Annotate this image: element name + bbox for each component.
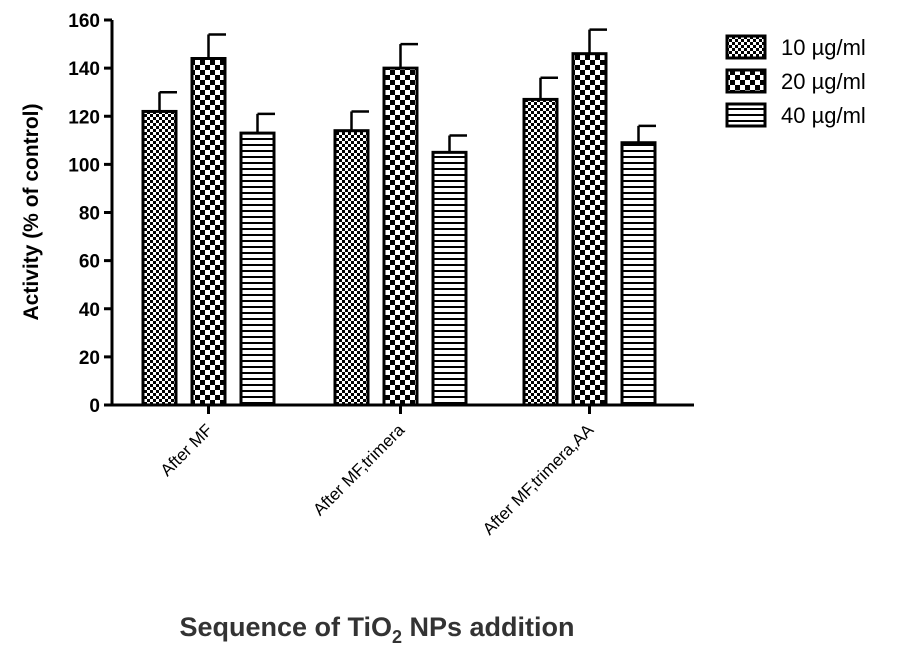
bar-3-1 bbox=[239, 131, 276, 407]
x-ticks: After MF After MF,trimera After MF,trimera… bbox=[157, 405, 598, 539]
x-axis-label-subscript: 2 bbox=[392, 627, 402, 647]
bar-3-3 bbox=[620, 141, 657, 407]
x-axis-label: Sequence of TiO2 NPs addition bbox=[179, 612, 574, 647]
x-axis-label-main: Sequence of TiO bbox=[179, 612, 392, 642]
bar-2-3 bbox=[571, 52, 608, 407]
bar-1-3 bbox=[522, 97, 559, 407]
x-tick-label: After MF,trimera bbox=[309, 420, 408, 519]
y-tick-label: 80 bbox=[79, 204, 100, 225]
bar-3-2 bbox=[431, 150, 468, 407]
y-tick-label: 40 bbox=[79, 300, 100, 321]
legend-label-2: 20 µg/ml bbox=[781, 69, 866, 94]
y-axis-label: Activity (% of control) bbox=[20, 103, 43, 320]
x-tick-label: After MF bbox=[157, 420, 217, 480]
y-tick-label: 120 bbox=[68, 107, 100, 128]
y-tick-label: 60 bbox=[79, 252, 100, 273]
bar-1-1 bbox=[141, 109, 178, 407]
y-ticks: 0 20 40 60 80 100 120 140 160 bbox=[68, 11, 112, 417]
x-tick-label: After MF,trimera,AA bbox=[479, 420, 598, 539]
legend: 10 µg/ml 20 µg/ml 40 µg/ml bbox=[725, 34, 866, 128]
y-tick-label: 0 bbox=[89, 396, 100, 417]
y-tick-label: 160 bbox=[68, 11, 100, 32]
x-axis-label-tail: NPs addition bbox=[402, 612, 575, 642]
legend-swatch-3 bbox=[725, 102, 767, 128]
y-tick-label: 140 bbox=[68, 59, 100, 80]
error-bars-layer bbox=[158, 28, 656, 153]
legend-label-3: 40 µg/ml bbox=[781, 103, 866, 128]
bar-2-1 bbox=[190, 57, 227, 407]
y-tick-label: 100 bbox=[68, 155, 100, 176]
legend-swatch-1 bbox=[725, 34, 767, 60]
legend-swatch-2 bbox=[725, 68, 767, 94]
bar-2-2 bbox=[382, 66, 419, 407]
legend-label-1: 10 µg/ml bbox=[781, 35, 866, 60]
bars-layer bbox=[141, 52, 657, 407]
bar-1-2 bbox=[333, 129, 370, 407]
y-tick-label: 20 bbox=[79, 348, 100, 369]
